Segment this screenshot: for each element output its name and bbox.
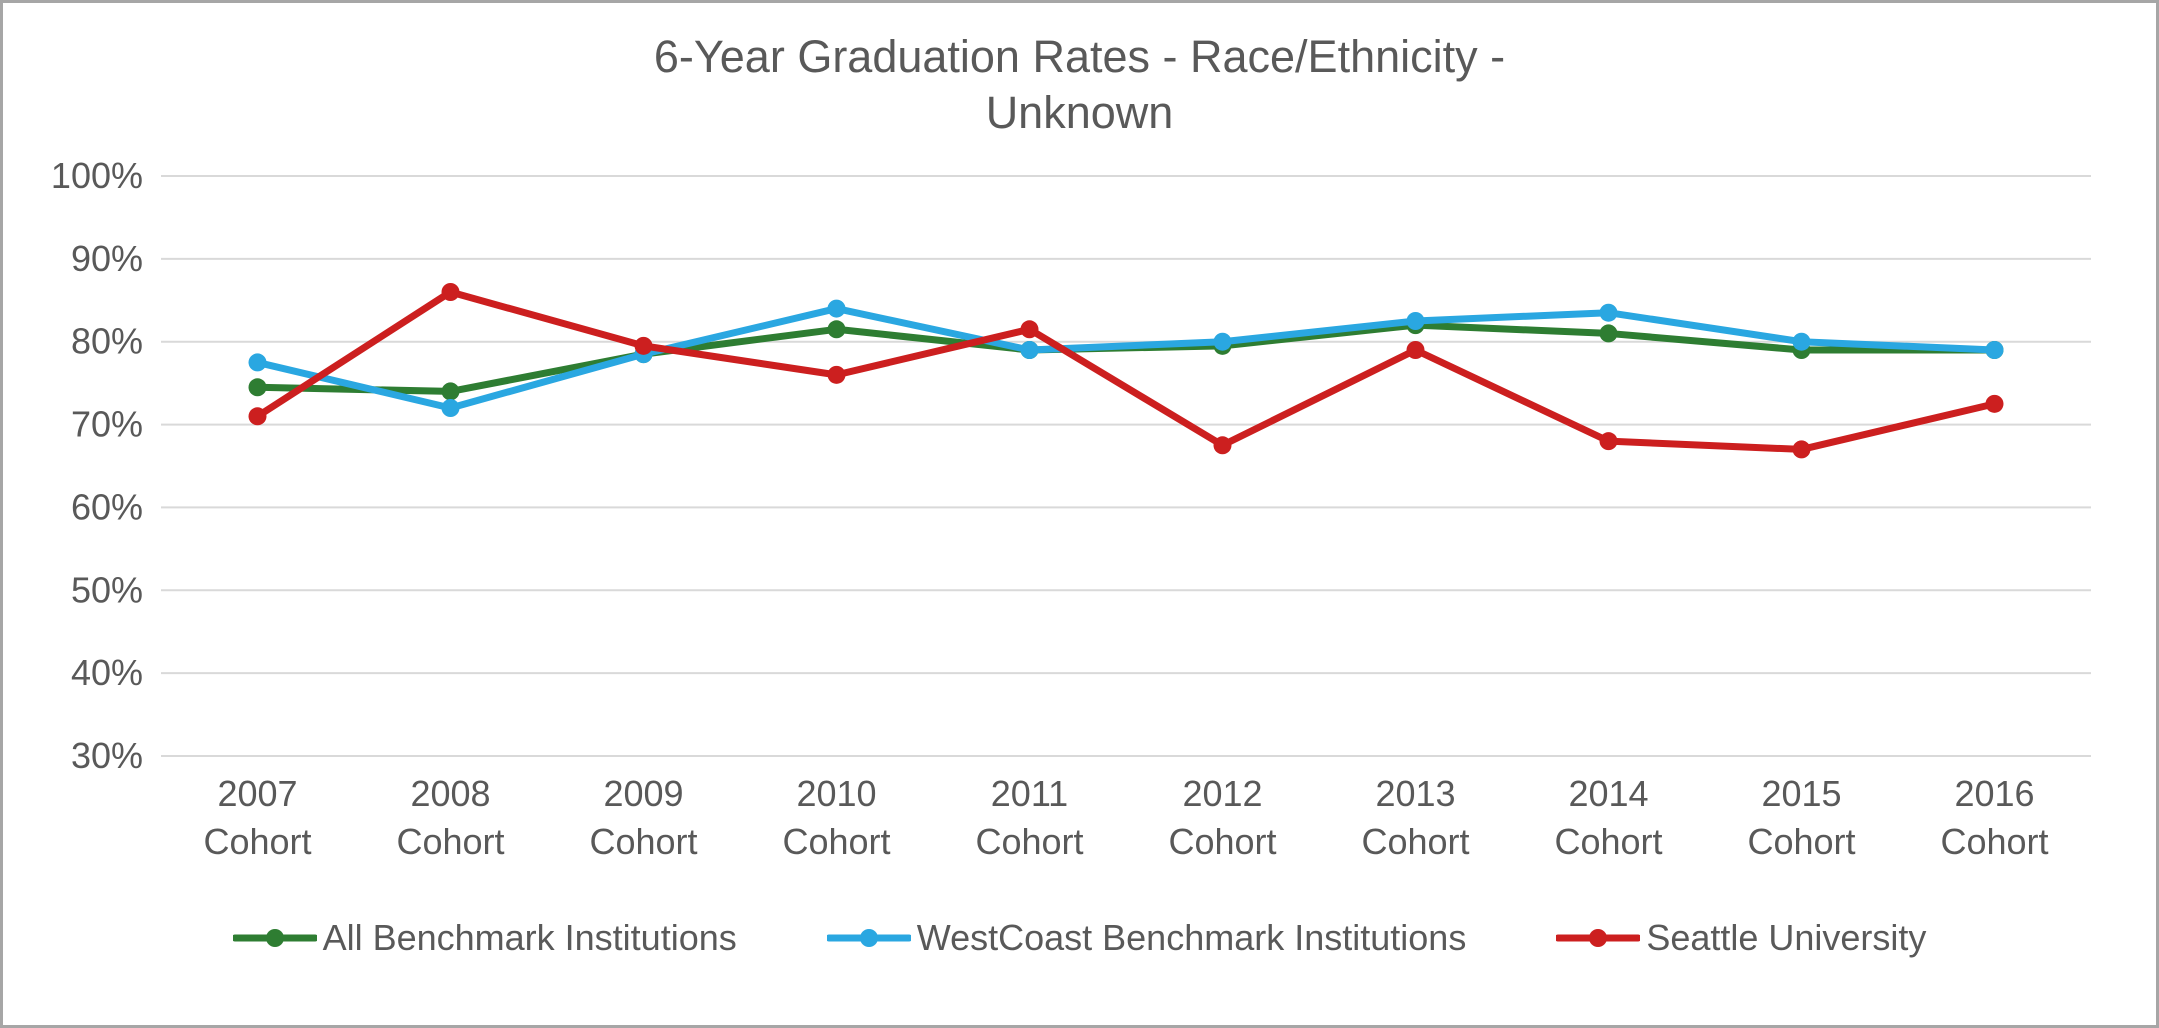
legend-label: All Benchmark Institutions (323, 917, 737, 959)
chart-title-line1: 6-Year Graduation Rates - Race/Ethnicity… (654, 31, 1505, 82)
svg-text:2009: 2009 (603, 773, 683, 814)
legend-label: WestCoast Benchmark Institutions (917, 917, 1467, 959)
chart-container: 6-Year Graduation Rates - Race/Ethnicity… (0, 0, 2159, 1028)
svg-text:2016: 2016 (1954, 773, 2034, 814)
legend-item: WestCoast Benchmark Institutions (827, 917, 1467, 959)
svg-text:2008: 2008 (410, 773, 490, 814)
svg-text:Cohort: Cohort (396, 821, 504, 862)
legend-swatch (1556, 923, 1640, 953)
svg-text:Cohort: Cohort (975, 821, 1083, 862)
svg-text:Cohort: Cohort (203, 821, 311, 862)
legend-item: Seattle University (1556, 917, 1926, 959)
svg-text:80%: 80% (71, 320, 143, 361)
legend-swatch (827, 923, 911, 953)
plot-area: 30% 40% 50% 60% 70% 80% 90% 100% 2007 Cohort 2008 C… (31, 146, 2128, 911)
svg-text:Cohort: Cohort (1361, 821, 1469, 862)
chart-svg: 30% 40% 50% 60% 70% 80% 90% 100% 2007 Cohort 2008 C… (31, 146, 2131, 906)
svg-text:90%: 90% (71, 237, 143, 278)
svg-text:2013: 2013 (1375, 773, 1455, 814)
legend-swatch (233, 923, 317, 953)
chart-title: 6-Year Graduation Rates - Race/Ethnicity… (31, 29, 2128, 142)
legend: All Benchmark Institutions WestCoast Benc… (31, 917, 2128, 959)
legend-item: All Benchmark Institutions (233, 917, 737, 959)
legend-label: Seattle University (1646, 917, 1926, 959)
svg-text:Cohort: Cohort (782, 821, 890, 862)
svg-text:70%: 70% (71, 403, 143, 444)
svg-text:2012: 2012 (1182, 773, 1262, 814)
svg-text:Cohort: Cohort (1747, 821, 1855, 862)
chart-title-line2: Unknown (986, 87, 1174, 138)
svg-text:2010: 2010 (796, 773, 876, 814)
svg-text:2014: 2014 (1568, 773, 1648, 814)
svg-text:Cohort: Cohort (589, 821, 697, 862)
svg-text:2011: 2011 (991, 773, 1068, 814)
svg-text:30%: 30% (71, 735, 143, 776)
svg-text:100%: 100% (51, 155, 143, 196)
svg-text:40%: 40% (71, 652, 143, 693)
svg-text:Cohort: Cohort (1168, 821, 1276, 862)
svg-text:2015: 2015 (1761, 773, 1841, 814)
svg-text:Cohort: Cohort (1940, 821, 2048, 862)
svg-text:50%: 50% (71, 569, 143, 610)
svg-text:60%: 60% (71, 486, 143, 527)
svg-text:2007: 2007 (217, 773, 297, 814)
svg-text:Cohort: Cohort (1554, 821, 1662, 862)
